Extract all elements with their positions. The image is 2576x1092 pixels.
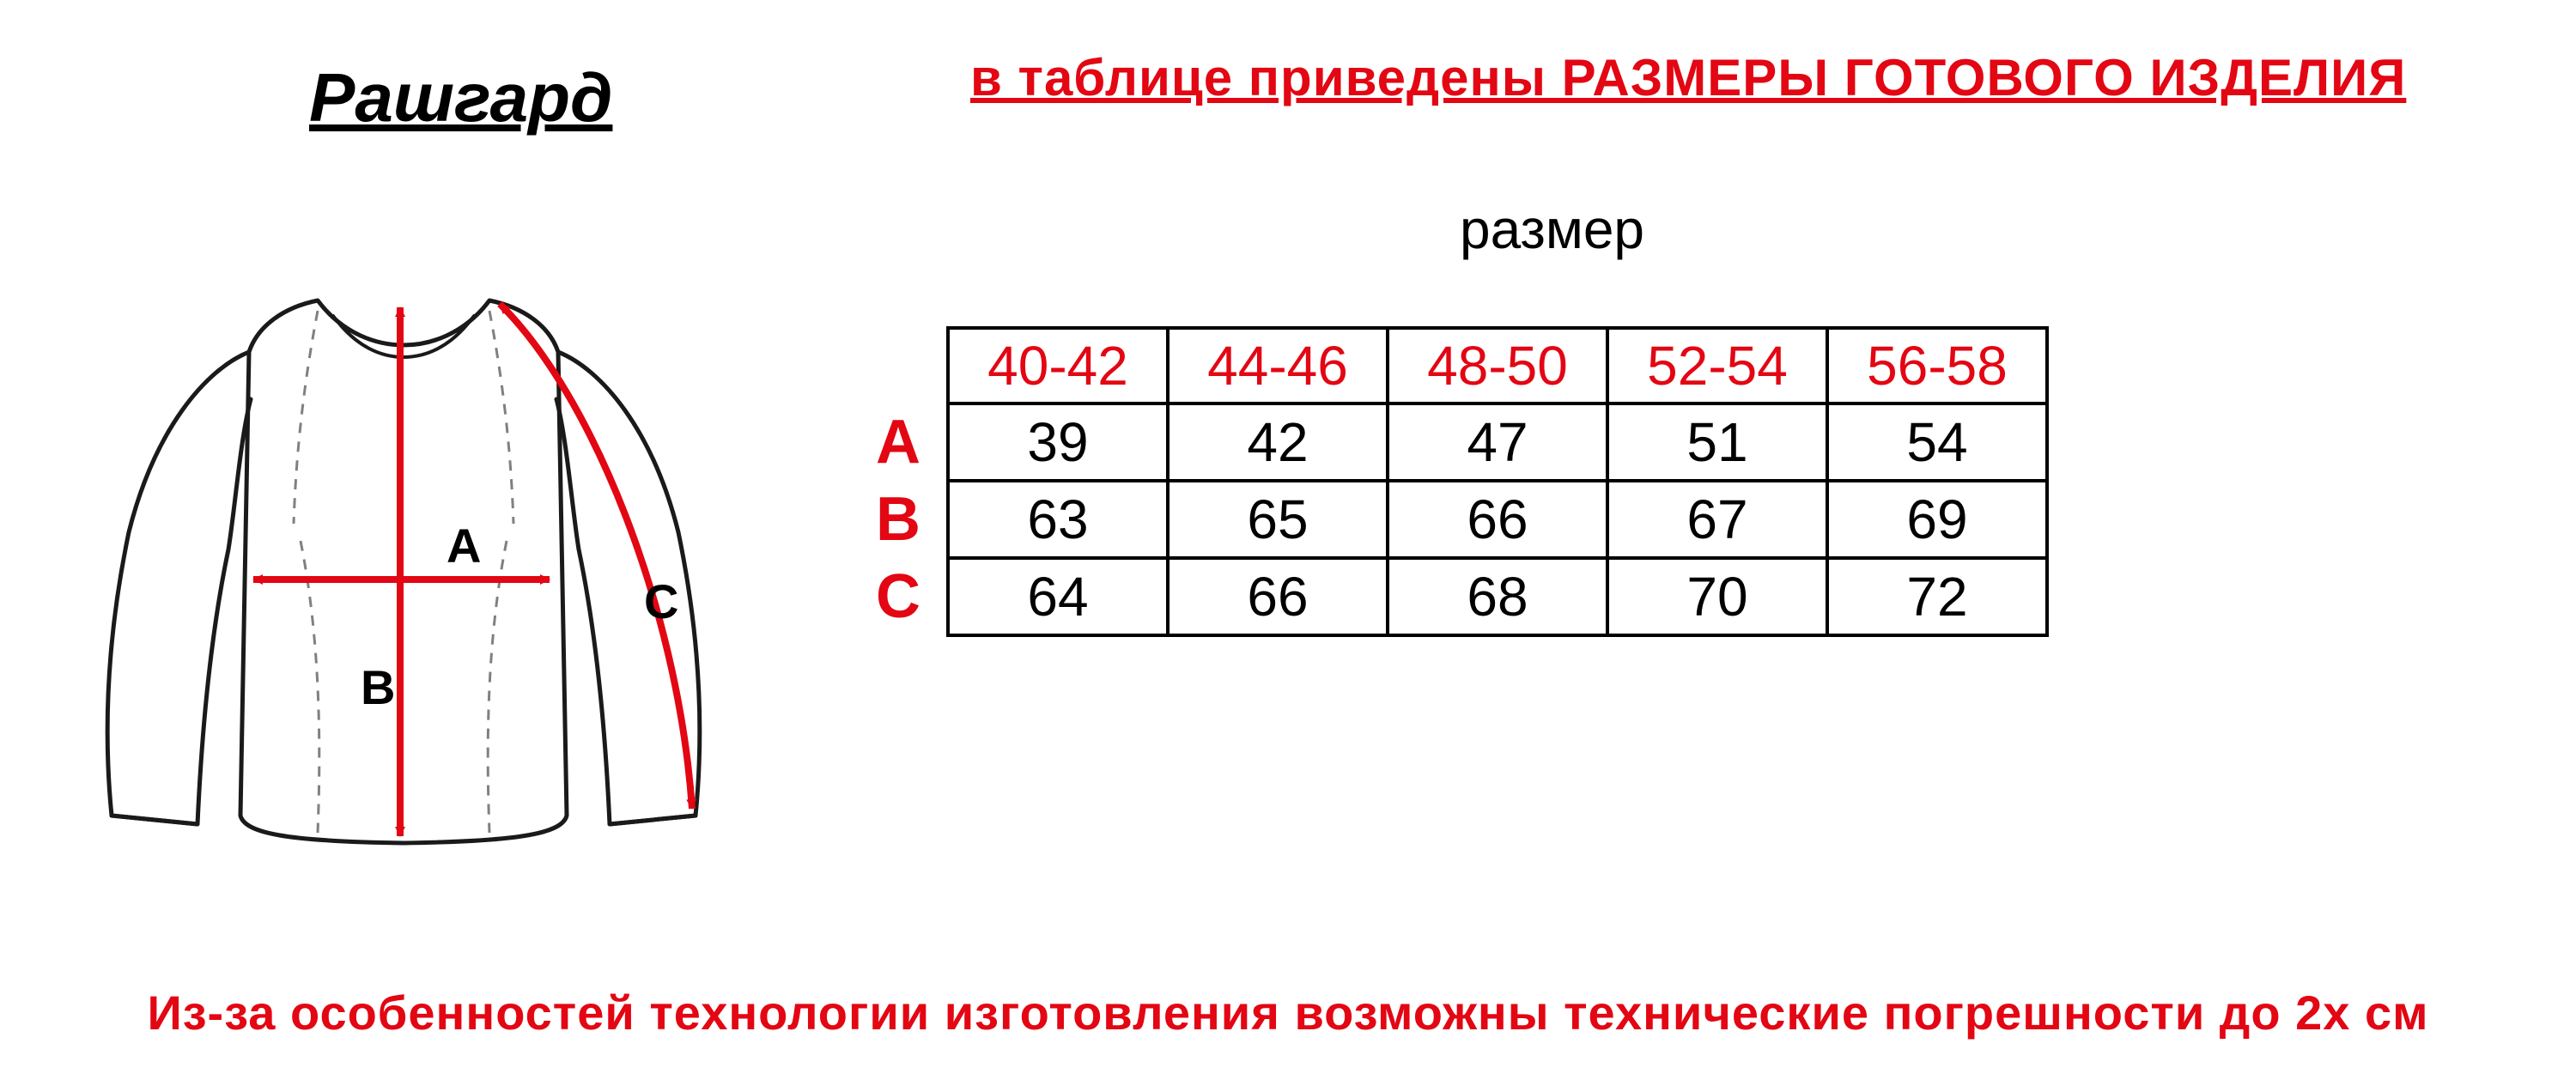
table-cell: 63 bbox=[948, 481, 1168, 558]
table-cell: 65 bbox=[1168, 481, 1388, 558]
table-cell: 54 bbox=[1827, 403, 2047, 481]
table-corner-cell bbox=[859, 328, 948, 403]
table-col-header: 52-54 bbox=[1607, 328, 1827, 403]
table-row: B 63 65 66 67 69 bbox=[859, 481, 2047, 558]
table-col-header: 40-42 bbox=[948, 328, 1168, 403]
table-cell: 66 bbox=[1388, 481, 1607, 558]
table-header-row: 40-42 44-46 48-50 52-54 56-58 bbox=[859, 328, 2047, 403]
diagram-label-c: C bbox=[644, 574, 678, 628]
diagram-label-a: A bbox=[447, 519, 481, 573]
table-cell: 66 bbox=[1168, 558, 1388, 635]
table-cell: 70 bbox=[1607, 558, 1827, 635]
page: Рашгард в таблице приведены РАЗМЕРЫ ГОТО… bbox=[0, 0, 2576, 1092]
table-col-header: 44-46 bbox=[1168, 328, 1388, 403]
table-row-label: C bbox=[859, 558, 948, 635]
table-col-header: 56-58 bbox=[1827, 328, 2047, 403]
footer-note: Из-за особенностей технологии изготовлен… bbox=[0, 985, 2576, 1040]
size-table: 40-42 44-46 48-50 52-54 56-58 A 39 42 47… bbox=[859, 326, 2049, 637]
table-row-label: B bbox=[859, 481, 948, 558]
table-cell: 69 bbox=[1827, 481, 2047, 558]
table-cell: 68 bbox=[1388, 558, 1607, 635]
product-title: Рашгард bbox=[309, 58, 612, 137]
table-cell: 64 bbox=[948, 558, 1168, 635]
table-cell: 67 bbox=[1607, 481, 1827, 558]
diagram-label-b: B bbox=[361, 660, 395, 714]
garment-diagram: A B C bbox=[60, 266, 756, 884]
table-row: A 39 42 47 51 54 bbox=[859, 403, 2047, 481]
table-title: в таблице приведены РАЗМЕРЫ ГОТОВОГО ИЗД… bbox=[970, 48, 2507, 107]
table-cell: 72 bbox=[1827, 558, 2047, 635]
table-col-header: 48-50 bbox=[1388, 328, 1607, 403]
table-cell: 39 bbox=[948, 403, 1168, 481]
table-row: C 64 66 68 70 72 bbox=[859, 558, 2047, 635]
table-row-label: A bbox=[859, 403, 948, 481]
size-label: размер bbox=[1460, 197, 1644, 261]
table-cell: 51 bbox=[1607, 403, 1827, 481]
table-cell: 42 bbox=[1168, 403, 1388, 481]
table-cell: 47 bbox=[1388, 403, 1607, 481]
